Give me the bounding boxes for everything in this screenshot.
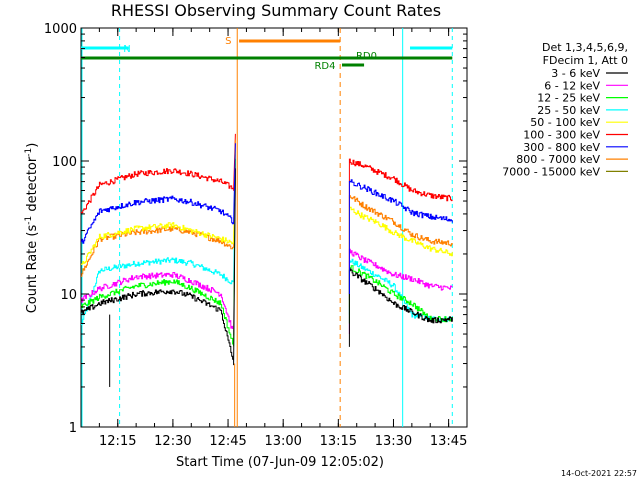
x-axis-title: Start Time (07-Jun-09 12:05:02) (176, 455, 384, 470)
y-axis-title: Count Rate (s-1 detector-1) (24, 143, 40, 314)
legend-label-3: 25 - 50 keV (537, 104, 600, 117)
series-0-post (348, 268, 453, 347)
x-tick-label-1: 12:30 (154, 434, 191, 449)
y-axis-title-sup2: -1 (24, 148, 34, 157)
legend-label-2: 12 - 25 keV (537, 92, 600, 105)
y-tick-label-1: 10 (60, 288, 77, 303)
series-6-pre (81, 143, 236, 244)
x-tick-label-0: 12:15 (99, 434, 136, 449)
legend-label-1: 6 - 12 keV (544, 79, 600, 92)
plot-frame (80, 27, 468, 428)
series-4-post (348, 206, 453, 307)
legend-label-4: 50 - 100 keV (530, 116, 600, 129)
x-tick-label-5: 13:30 (375, 434, 412, 449)
y-tick-label-0: 1 (69, 421, 77, 436)
series-5-post (348, 158, 453, 301)
legend: Det 1,3,4,5,6,9, FDecim 1, Att 0 3 - 6 k… (502, 41, 628, 178)
series-group (81, 133, 453, 427)
y-axis-title-end: ) (25, 143, 40, 148)
y-tick-label-2: 100 (52, 155, 77, 170)
axes-group: 12:15 12:30 12:45 13:00 13:15 13:30 13:45 1 10 10… (44, 22, 468, 449)
footer-date: 14-Oct-2021 22:57 (561, 469, 637, 478)
series-7-post (348, 195, 453, 289)
flag-n-label: N (123, 44, 130, 55)
legend-header-line2: FDecim 1, Att 0 (543, 54, 628, 67)
series-6-post (348, 179, 453, 294)
series-2-pre (81, 158, 236, 347)
legend-header-line1: Det 1,3,4,5,6,9, (542, 41, 628, 54)
flag-s-label: S (225, 36, 231, 47)
legend-label-0: 3 - 6 keV (551, 67, 600, 80)
y-tick-label-3: 1000 (44, 22, 77, 37)
series-4-pre (81, 150, 236, 265)
series-0-pre (81, 168, 236, 366)
legend-label-5: 100 - 300 keV (523, 129, 600, 142)
x-tick-label-2: 12:45 (209, 434, 246, 449)
flag-rd0-label: RD0 (356, 51, 377, 62)
series-7-pre (81, 139, 236, 277)
x-tick-label-3: 13:00 (264, 434, 301, 449)
chart-title: RHESSI Observing Summary Count Rates (111, 1, 441, 20)
legend-label-6: 300 - 800 keV (523, 141, 600, 154)
series-3-pre (81, 154, 236, 326)
flags-group: N S RD0 RD4 (81, 28, 453, 427)
y-axis-title-sup1: -1 (24, 216, 34, 225)
series-5-pre (81, 133, 236, 214)
flag-rd4-label: RD4 (314, 61, 335, 72)
y-axis-title-main: Count Rate (s (25, 225, 40, 314)
series-1-pre (81, 163, 236, 336)
y-axis-title-mid: detector (25, 156, 40, 216)
legend-label-8: 7000 - 15000 keV (502, 165, 600, 178)
series-1-post (348, 248, 453, 334)
legend-label-7: 800 - 7000 keV (516, 153, 600, 166)
x-tick-label-6: 13:45 (430, 434, 467, 449)
x-tick-label-4: 13:15 (320, 434, 357, 449)
